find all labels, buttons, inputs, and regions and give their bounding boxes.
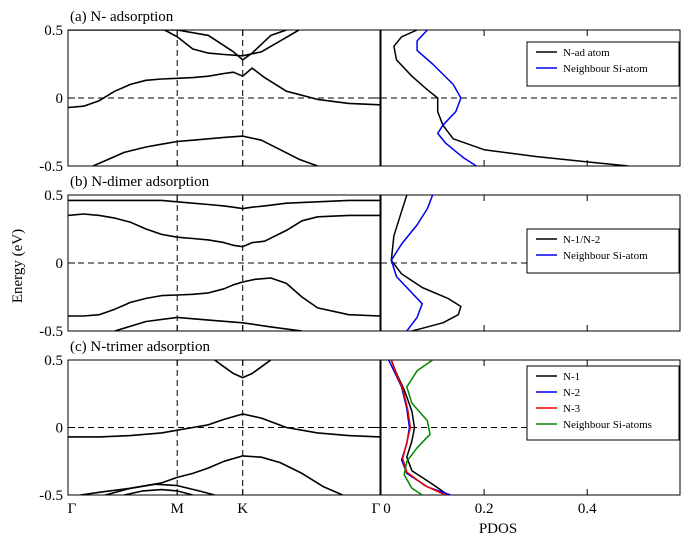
panel-c: (c) N-trimer adsorption -0.5 0 0.5 N-1 N-2 N-3… (39, 339, 681, 504)
band-line (68, 213, 380, 248)
k-point-label: Γ (68, 501, 77, 517)
y-tick-label: -0.5 (39, 324, 63, 340)
pdos-series (390, 360, 446, 495)
y-tick-label: 0 (56, 421, 64, 437)
pdos-series (390, 195, 462, 331)
band-line (164, 30, 300, 57)
pdos-x-tick-label: 0 (383, 501, 391, 517)
k-point-label: Γ (372, 501, 381, 517)
legend-label: N-1/N-2 (563, 234, 600, 246)
pdos-x-tick-label: 0.2 (475, 501, 494, 517)
band-lines (68, 360, 380, 495)
pdos-series (393, 30, 629, 166)
y-tick-label: 0 (56, 256, 64, 272)
k-point-label: M (171, 501, 184, 517)
legend-label: N-3 (563, 403, 581, 415)
pdos-curves (388, 360, 451, 495)
band-line (105, 483, 215, 495)
band-line (68, 277, 380, 317)
band-line (68, 30, 287, 61)
pdos-curves (393, 30, 629, 166)
y-tick-label: -0.5 (39, 488, 63, 504)
y-axis-label-group: Energy (eV) (10, 229, 26, 303)
k-point-label: K (237, 501, 248, 517)
pdos-series (416, 30, 477, 166)
panel-a: (a) N- adsorption -0.5 0 0.5 N-ad atom Neighb… (39, 9, 681, 175)
band-line (68, 413, 380, 438)
legend-label: N-1 (563, 371, 580, 383)
legend-label: Neighbour Si-atoms (563, 419, 652, 431)
band-line (92, 135, 318, 166)
pdos-x-tick-label: 0.4 (578, 501, 597, 517)
panel-title: (b) N-dimer adsorption (70, 174, 210, 190)
panels: (a) N- adsorption -0.5 0 0.5 N-ad atom Neighb… (39, 9, 681, 504)
panel-title: (c) N-trimer adsorption (70, 339, 210, 355)
pdos-series (390, 195, 434, 331)
y-tick-label: 0.5 (44, 353, 63, 369)
band-line (68, 67, 380, 109)
pdos-curves (390, 195, 462, 331)
y-tick-label: -0.5 (39, 159, 63, 175)
pdos-series (403, 360, 434, 495)
legend-label: Neighbour Si-atom (563, 250, 648, 262)
legend: N-1/N-2 Neighbour Si-atom (526, 228, 680, 274)
legend-box (526, 41, 680, 87)
band-line (114, 316, 303, 331)
legend: N-ad atom Neighbour Si-atom (526, 41, 680, 87)
panel-b: (b) N-dimer adsorption -0.5 0 0.5 N-1/N-2 Nei… (39, 174, 681, 340)
legend-label: N-ad atom (563, 47, 610, 59)
y-tick-label: 0.5 (44, 23, 63, 39)
legend: N-1 N-2 N-3 Neighbour Si-atoms (526, 365, 680, 441)
legend-box (526, 365, 680, 441)
band-lines (68, 30, 380, 166)
legend-label: Neighbour Si-atom (563, 63, 648, 75)
pdos-x-axis-label: PDOS (479, 521, 517, 537)
band-line (124, 488, 194, 495)
legend-label: N-2 (563, 387, 580, 399)
band-line (68, 199, 380, 210)
y-tick-label: 0.5 (44, 188, 63, 204)
band-line (214, 360, 272, 379)
y-tick-label: 0 (56, 91, 64, 107)
bottom-axis: PDOS Γ M K Γ 0 0.2 0.4 (68, 501, 597, 537)
band-line (80, 455, 343, 495)
y-axis-label: Energy (eV) (10, 229, 26, 303)
legend-box (526, 228, 680, 274)
panel-title: (a) N- adsorption (70, 9, 174, 25)
band-lines (68, 199, 380, 331)
